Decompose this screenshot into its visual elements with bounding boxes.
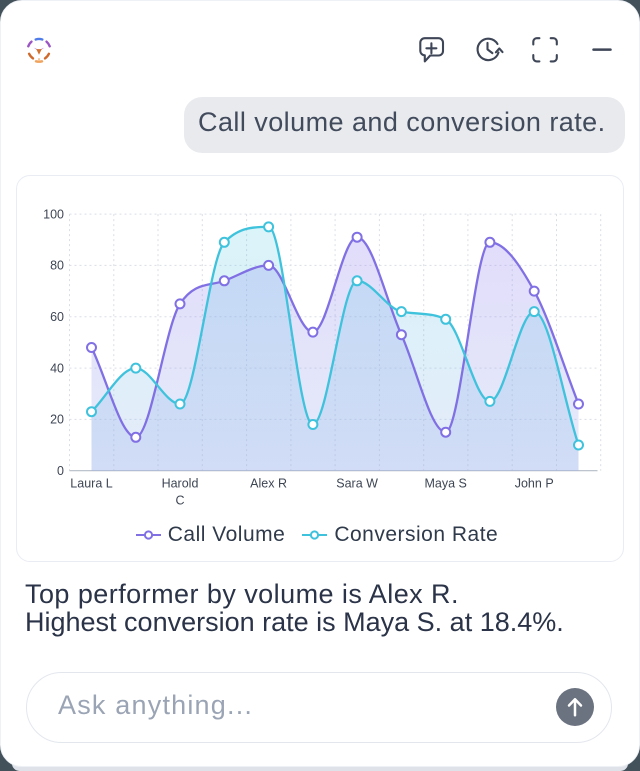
svg-text:John P: John P bbox=[515, 477, 554, 491]
svg-text:Sara W: Sara W bbox=[336, 477, 378, 491]
svg-text:Maya S: Maya S bbox=[425, 477, 467, 491]
svg-text:20: 20 bbox=[50, 413, 64, 427]
svg-text:0: 0 bbox=[57, 464, 64, 478]
svg-text:Laura L: Laura L bbox=[70, 477, 112, 491]
svg-text:C: C bbox=[175, 494, 184, 508]
svg-text:80: 80 bbox=[50, 259, 64, 273]
svg-text:Harold: Harold bbox=[162, 477, 199, 491]
svg-text:Alex R: Alex R bbox=[250, 477, 287, 491]
svg-text:100: 100 bbox=[43, 207, 64, 221]
svg-text:40: 40 bbox=[50, 361, 64, 375]
svg-text:60: 60 bbox=[50, 310, 64, 324]
